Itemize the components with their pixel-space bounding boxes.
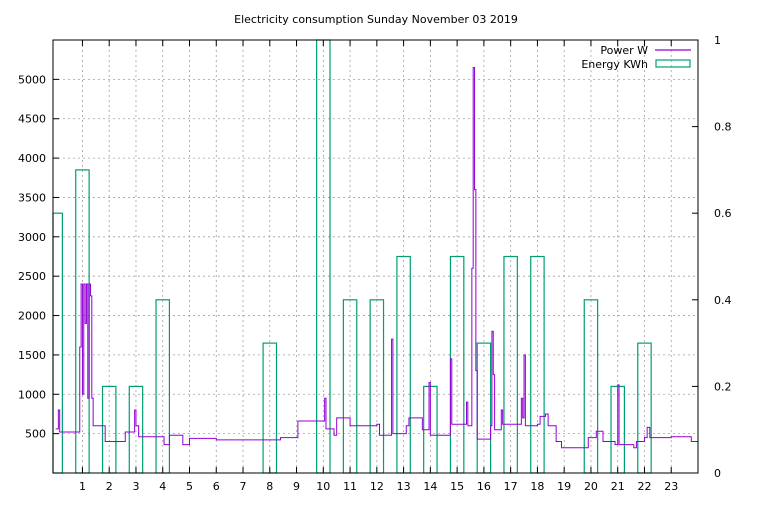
y-tick-label: 4500 xyxy=(18,113,46,126)
x-tick-label: 22 xyxy=(637,480,651,493)
axes: 1 2 3 4 5 6 7 8 9 10 11 12 13 14 15 16 17 18 19 20 21 22 23500… xyxy=(18,34,732,493)
x-tick-label: 9 xyxy=(293,480,300,493)
y-tick-label: 3000 xyxy=(18,231,46,244)
legend-label-energy: Energy KWh xyxy=(581,58,648,71)
plot-frame xyxy=(52,39,699,474)
chart-title: Electricity consumption Sunday November … xyxy=(234,13,518,26)
y-tick-label: 5000 xyxy=(18,73,46,86)
x-tick-label: 19 xyxy=(557,480,571,493)
x-tick-label: 21 xyxy=(611,480,625,493)
y-tick-label: 1500 xyxy=(18,349,46,362)
x-tick-label: 11 xyxy=(343,480,357,493)
legend-label-power: Power W xyxy=(600,44,648,57)
y-tick-label: 1000 xyxy=(18,388,46,401)
x-tick-label: 10 xyxy=(316,480,330,493)
energy-series xyxy=(52,39,652,474)
x-tick-label: 8 xyxy=(266,480,273,493)
power-series xyxy=(55,67,698,449)
x-tick-label: 13 xyxy=(397,480,411,493)
x-tick-label: 2 xyxy=(106,480,113,493)
x-tick-label: 6 xyxy=(213,480,220,493)
power-line xyxy=(55,67,698,449)
x-tick-label: 5 xyxy=(186,480,193,493)
x-tick-label: 18 xyxy=(530,480,544,493)
y-tick-label: 3500 xyxy=(18,191,46,204)
x-tick-label: 17 xyxy=(504,480,518,493)
x-tick-label: 16 xyxy=(477,480,491,493)
x-tick-label: 15 xyxy=(450,480,464,493)
y-tick-label: 2000 xyxy=(18,310,46,323)
y2-tick-label: 0 xyxy=(714,467,721,480)
y2-tick-label: 0.2 xyxy=(714,380,732,393)
x-tick-label: 3 xyxy=(132,480,139,493)
y-tick-label: 500 xyxy=(25,428,46,441)
grid xyxy=(53,40,698,473)
x-tick-label: 23 xyxy=(664,480,678,493)
x-tick-label: 1 xyxy=(79,480,86,493)
y2-tick-label: 0.6 xyxy=(714,207,732,220)
x-tick-label: 12 xyxy=(370,480,384,493)
x-tick-label: 14 xyxy=(423,480,437,493)
legend-swatch-energy xyxy=(655,59,691,68)
x-tick-label: 4 xyxy=(159,480,166,493)
energy-bar xyxy=(262,342,278,474)
y2-tick-label: 0.8 xyxy=(714,121,732,134)
y2-tick-label: 0.4 xyxy=(714,294,732,307)
y-tick-label: 4000 xyxy=(18,152,46,165)
energy-bar xyxy=(476,342,492,474)
y2-tick-label: 1 xyxy=(714,34,721,47)
x-tick-label: 7 xyxy=(240,480,247,493)
energy-bar xyxy=(637,342,652,474)
y-tick-label: 2500 xyxy=(18,270,46,283)
x-tick-label: 20 xyxy=(584,480,598,493)
